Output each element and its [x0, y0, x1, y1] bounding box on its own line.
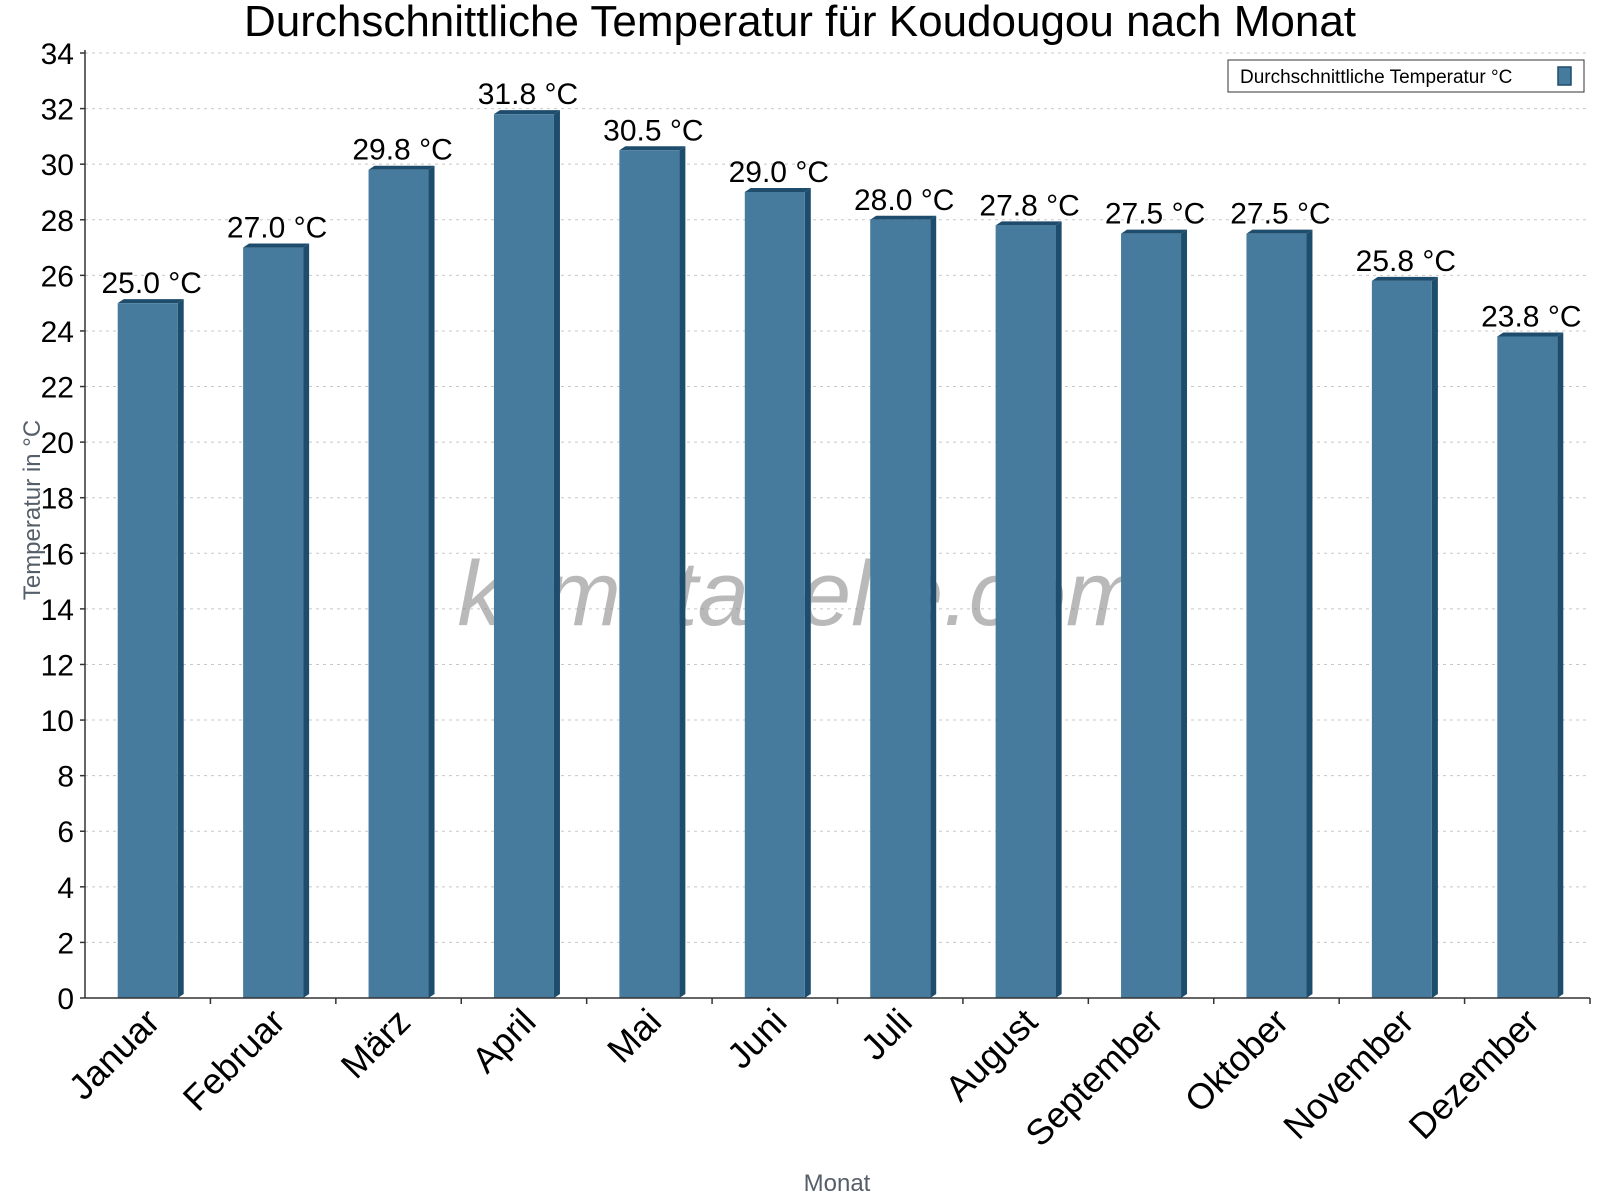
legend-swatch: [1557, 66, 1572, 86]
value-label: 27.8 °C: [979, 189, 1079, 222]
axes: [80, 50, 1591, 1004]
bar-top: [493, 110, 560, 115]
x-axis-title: Monat: [804, 1170, 871, 1197]
bar: [1121, 233, 1182, 999]
bar: [744, 191, 805, 998]
bar-top: [368, 165, 435, 170]
bar: [1371, 280, 1432, 999]
y-tick-label: 12: [41, 649, 74, 682]
x-tick-label: Juni: [719, 1001, 795, 1077]
value-label: 30.5 °C: [603, 114, 703, 147]
bar: [493, 114, 554, 999]
bar-top: [1121, 229, 1188, 234]
bar: [117, 303, 178, 998]
bar: [870, 219, 931, 998]
bar-top: [117, 299, 184, 304]
y-tick-label: 10: [41, 705, 74, 738]
y-tick-label: 16: [41, 538, 74, 571]
bar-side: [679, 146, 686, 998]
bar-top: [744, 187, 811, 192]
value-label: 27.5 °C: [1230, 198, 1330, 231]
y-tick-label: 14: [41, 594, 74, 627]
x-tick-label: April: [464, 1001, 544, 1081]
bar-top: [870, 215, 937, 220]
bar-side: [1306, 229, 1313, 999]
bar-top: [995, 221, 1062, 226]
bar-side: [428, 165, 435, 998]
x-tick-label: Januar: [61, 1001, 168, 1108]
y-tick-label: 8: [57, 761, 74, 794]
bar: [1497, 336, 1558, 998]
y-tick-label: 34: [41, 38, 74, 71]
y-tick-label: 30: [41, 149, 74, 182]
y-tick-label: 4: [57, 872, 74, 905]
y-axis-title: Temperatur in °C: [19, 420, 46, 600]
y-tick-label: 22: [41, 372, 74, 405]
x-tick-label: März: [333, 1001, 419, 1087]
y-tick-label: 20: [41, 427, 74, 460]
value-label: 29.0 °C: [729, 156, 829, 189]
bar: [995, 225, 1056, 998]
legend-label: Durchschnittliche Temperatur °C: [1240, 67, 1512, 88]
x-tick-label: Juli: [853, 1001, 920, 1068]
legend: Durchschnittliche Temperatur °C: [1227, 59, 1585, 93]
value-label: 28.0 °C: [854, 184, 954, 217]
bar-side: [1055, 221, 1062, 998]
bar-side: [177, 299, 184, 998]
value-label: 23.8 °C: [1481, 301, 1581, 334]
y-tick-label: 0: [57, 983, 74, 1016]
bar-top: [1371, 276, 1438, 281]
x-tick-label: Februar: [175, 1001, 293, 1119]
y-tick-label: 2: [57, 927, 74, 960]
value-label: 31.8 °C: [478, 78, 578, 111]
bar: [1246, 233, 1307, 999]
chart-title: Durchschnittliche Temperatur für Koudoug…: [244, 0, 1356, 46]
bars: [117, 110, 1564, 999]
x-tick-label: Mai: [599, 1001, 669, 1071]
y-tick-label: 24: [41, 316, 74, 349]
x-tick-label: Oktober: [1177, 1001, 1297, 1121]
y-tick-label: 32: [41, 94, 74, 127]
bar: [243, 247, 304, 998]
bar: [368, 169, 429, 998]
bar-top: [1497, 332, 1564, 337]
bar: [619, 150, 680, 998]
y-tick-label: 18: [41, 483, 74, 516]
x-tick-labels: Januar Februar März April Mai Juni Juli AugustS…: [61, 1001, 1547, 1155]
value-label: 25.0 °C: [102, 267, 202, 300]
bar-top: [619, 146, 686, 151]
bar-side: [1557, 332, 1564, 998]
bar-side: [553, 110, 560, 999]
bar-side: [1181, 229, 1188, 999]
value-labels: 25.0 °C 27.0 °C 29.8 °C 31.8 °C 30.5 °C 29.0 …: [102, 78, 1582, 333]
bar-side: [303, 243, 310, 998]
bar-top: [1246, 229, 1313, 234]
legend-box: [1227, 59, 1585, 93]
value-label: 27.0 °C: [227, 212, 327, 245]
gridlines: [85, 52, 1590, 943]
y-tick-label: 26: [41, 260, 74, 293]
x-tick-label: August: [937, 1001, 1045, 1109]
y-tick-label: 28: [41, 205, 74, 238]
bar-side: [930, 215, 937, 998]
y-tick-label: 6: [57, 816, 74, 849]
x-tick-label: Dezember: [1401, 1001, 1547, 1147]
value-label: 27.5 °C: [1105, 198, 1205, 231]
bar-top: [243, 243, 310, 248]
value-label: 29.8 °C: [352, 134, 452, 167]
x-tick-label: September: [1017, 1001, 1171, 1155]
x-tick-label: November: [1275, 1001, 1421, 1147]
bar-side: [1431, 276, 1438, 999]
value-label: 25.8 °C: [1356, 245, 1456, 278]
bar-side: [804, 187, 811, 998]
